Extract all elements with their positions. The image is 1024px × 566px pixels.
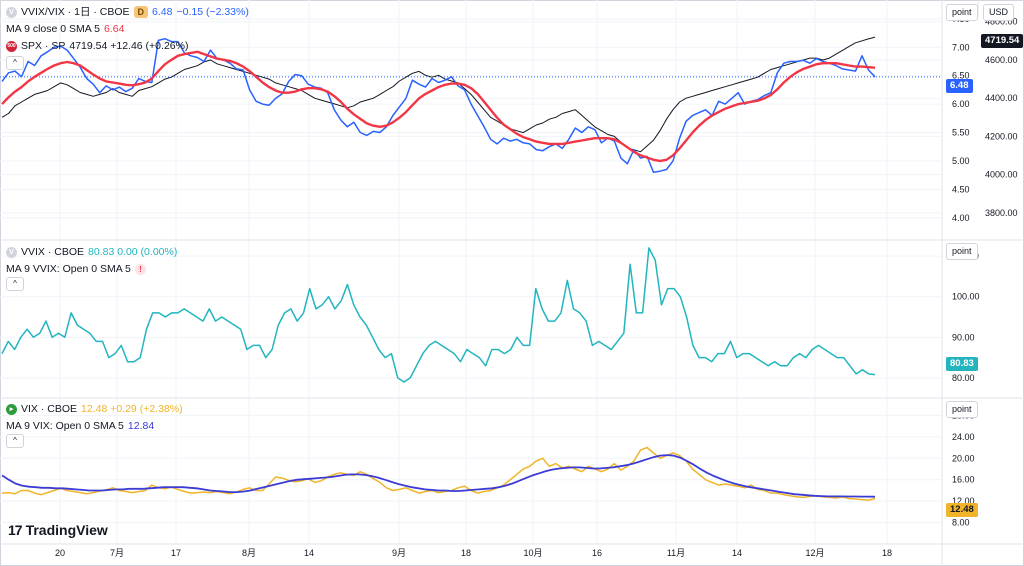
vvix-title[interactable]: VVIX · CBOE: [21, 246, 85, 258]
vix-ma-label[interactable]: MA 9 VIX: Open 0 SMA 5: [6, 420, 124, 432]
ratio-line: [1, 37, 876, 174]
main-y2-tick-4: 4000.00: [985, 170, 1018, 180]
collapse-vvix-button[interactable]: ^: [6, 277, 24, 291]
chevron-up-icon: ^: [13, 58, 17, 67]
main-y2-tick-1: 4600.00: [985, 55, 1018, 65]
vvix-icon: V: [6, 246, 17, 258]
vix-ma-value: 12.84: [127, 420, 155, 432]
x-tick-2: 17: [171, 548, 181, 558]
x-tick-1: 7月: [110, 548, 124, 558]
spx-icon: 500: [6, 40, 17, 52]
x-tick-12: 18: [882, 548, 892, 558]
warning-icon[interactable]: !: [134, 263, 146, 275]
vix-y-tick-1: 24.00: [952, 432, 975, 442]
x-tick-3: 8月: [242, 548, 256, 558]
vix-ma-line: [1, 454, 876, 498]
x-tick-9: 11月: [667, 548, 685, 558]
vvix-legend: V VVIX · CBOE 80.83 0.00 (0.00%): [6, 245, 177, 259]
vvix-ma-legend: MA 9 VVIX: Open 0 SMA 5 !: [6, 262, 146, 276]
x-tick-11: 12月: [805, 548, 824, 558]
axis-layer: 7.507.006.506.005.505.004.504.004800.004…: [55, 14, 1018, 558]
vix-title[interactable]: VIX · CBOE: [21, 403, 78, 415]
x-tick-7: 10月: [523, 548, 542, 558]
pair-title[interactable]: VVIX/VIX · 1日 · CBOE: [21, 6, 130, 18]
vix-price-tag: 12.48: [946, 503, 978, 517]
vix-value: 12.48 +0.29 (+2.38%): [81, 403, 183, 415]
vix-ma-legend: MA 9 VIX: Open 0 SMA 5 12.84: [6, 419, 154, 433]
main-y-tick-1: 7.00: [952, 42, 970, 52]
main-y-tick-6: 4.50: [952, 184, 970, 194]
main-y-tick-5: 5.00: [952, 156, 970, 166]
vvix-y-tick-1: 100.00: [952, 292, 980, 302]
vix-y-tick-2: 20.00: [952, 453, 975, 463]
main-y2-tick-3: 4200.00: [985, 131, 1018, 141]
vix-line: [1, 446, 876, 501]
interval-badge[interactable]: D: [133, 6, 149, 18]
chevron-up-icon: ^: [13, 279, 17, 288]
chevron-up-icon: ^: [13, 436, 17, 445]
tradingview-mark-icon: 17: [8, 522, 23, 538]
vix-y-tick-3: 16.00: [952, 475, 975, 485]
vvix-price-tag: 80.83: [946, 357, 978, 371]
main-y2-tick-2: 4400.00: [985, 93, 1018, 103]
grid-layer: [0, 0, 942, 544]
spx-price-tag: 4719.54: [981, 34, 1024, 48]
collapse-main-button[interactable]: ^: [6, 56, 24, 70]
vix-legend: ▸ VIX · CBOE 12.48 +0.29 (+2.38%): [6, 402, 183, 416]
main-y2-tick-5: 3800.00: [985, 208, 1018, 218]
vix-y-tick-5: 8.00: [952, 518, 970, 528]
ma-value: 6.64: [103, 23, 125, 35]
x-tick-4: 14: [304, 548, 314, 558]
main-legend: V VVIX/VIX · 1日 · CBOE D 6.48 −0.15 (−2.…: [6, 5, 249, 19]
last-value: 6.48: [152, 6, 173, 18]
x-tick-5: 9月: [392, 548, 406, 558]
main-y2-tick-0: 4800.00: [985, 17, 1018, 27]
spx-legend: 500 SPX · SP 4719.54 +12.46 (+0.26%): [6, 39, 188, 53]
currency-button[interactable]: USD: [983, 4, 1015, 21]
x-tick-0: 20: [55, 548, 65, 558]
ratio-ma-line: [1, 50, 876, 163]
main-y-tick-2: 6.50: [952, 71, 970, 81]
change-value: −0.15 (−2.33%): [176, 6, 249, 18]
vvix-ma-label[interactable]: MA 9 VVIX: Open 0 SMA 5: [6, 263, 131, 275]
main-y-tick-3: 6.00: [952, 99, 970, 109]
spx-line: [1, 36, 876, 153]
x-tick-8: 16: [592, 548, 602, 558]
scale-button-main[interactable]: point: [946, 4, 978, 21]
spx-value: 4719.54 +12.46 (+0.26%): [69, 40, 189, 52]
vvix-value: 80.83 0.00 (0.00%): [88, 246, 178, 258]
x-tick-10: 14: [732, 548, 742, 558]
vix-y-tick-4: 12.00: [952, 496, 975, 506]
symbol-icon: V: [6, 6, 17, 18]
tradingview-logo[interactable]: 17 TradingView: [8, 522, 108, 538]
scale-button-vvix[interactable]: point: [946, 243, 978, 260]
spx-label[interactable]: SPX · SP: [21, 40, 66, 52]
series-layer: [0, 36, 942, 501]
collapse-vix-button[interactable]: ^: [6, 434, 24, 448]
x-tick-6: 18: [461, 548, 471, 558]
main-y-tick-7: 4.00: [952, 213, 970, 223]
tradingview-wordmark: TradingView: [25, 522, 108, 538]
main-y-tick-4: 5.50: [952, 128, 970, 138]
ma-legend: MA 9 close 0 SMA 5 6.64: [6, 22, 124, 36]
vvix-line: [1, 247, 876, 383]
ma-label[interactable]: MA 9 close 0 SMA 5: [6, 23, 100, 35]
ratio-price-tag: 6.48: [946, 79, 973, 93]
vvix-y-tick-2: 90.00: [952, 332, 975, 342]
vix-icon: ▸: [6, 403, 17, 415]
vvix-y-tick-3: 80.00: [952, 373, 975, 383]
scale-button-vix[interactable]: point: [946, 401, 978, 418]
